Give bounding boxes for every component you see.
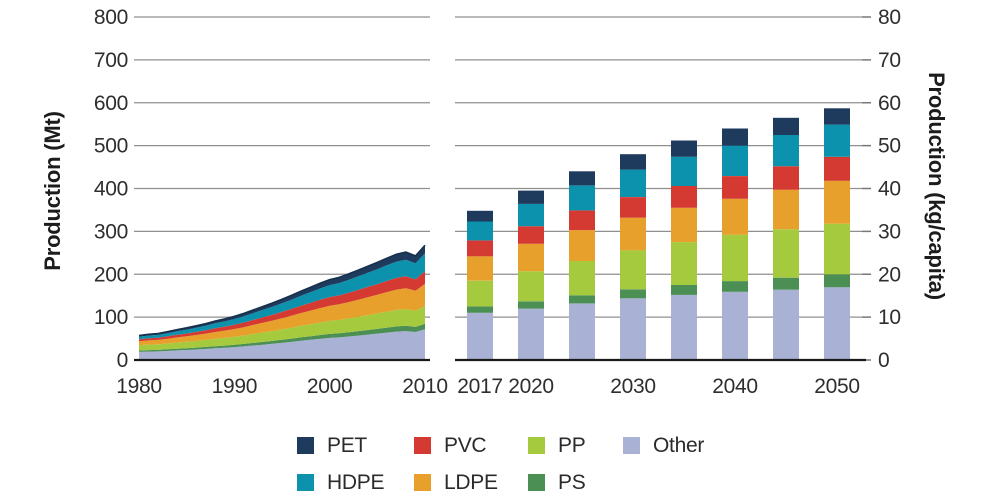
x-tick-label-2020: 2020 [508,375,554,398]
bar-2025-segment-pvc [569,210,595,231]
bar-2025-segment-pet [569,171,595,186]
left-axis-tick-label-800: 800 [94,6,128,29]
bar-2040-segment-pvc [722,176,748,199]
bar-2035-segment-other [671,294,697,360]
bar-2020-segment-ps [518,301,544,309]
bar-2040-segment-pet [722,128,748,146]
bar-2040-segment-ldpe [722,198,748,235]
bar-2045-segment-pp [773,229,799,278]
bar-2035-segment-hdpe [671,156,697,186]
bar-2050-segment-pp [824,223,850,275]
area-series-other [139,329,425,360]
bar-2035-segment-pp [671,242,697,285]
left-axis-tick-label-300: 300 [94,220,128,243]
left-axis-tick-label-500: 500 [94,135,128,158]
left-axis-tick-label-700: 700 [94,49,128,72]
bar-2045-segment-pet [773,117,799,135]
bar-2035-segment-ldpe [671,207,697,243]
x-tick-label-2040: 2040 [712,375,758,398]
x-tick-label-2010: 2010 [402,375,448,398]
area-series-ps [139,323,425,352]
bar-2020-segment-pp [518,271,544,302]
bar-2050-segment-other [824,287,850,360]
area-series-pvc [139,271,425,342]
bar-2020-segment-ldpe [518,243,544,272]
bar-2017-segment-pp [467,280,493,307]
bar-2020-segment-other [518,308,544,360]
right-axis-tick-label-50: 50 [878,135,901,158]
bar-2045-segment-ps [773,277,799,290]
bar-2030-segment-hdpe [620,169,646,197]
bar-2030-segment-ps [620,289,646,299]
bar-2050-segment-hdpe [824,124,850,157]
bar-2040-segment-hdpe [722,145,748,176]
bar-2025-segment-ldpe [569,230,595,261]
right-axis-tick-label-20: 20 [878,263,901,286]
x-tick-label-2030: 2030 [610,375,656,398]
x-tick-label-2017: 2017 [457,375,503,398]
bar-2040-segment-pp [722,234,748,282]
bar-2025-segment-ps [569,295,595,304]
bar-2020-segment-hdpe [518,203,544,227]
bar-2030-segment-pvc [620,197,646,218]
bar-2020-segment-pet [518,190,544,204]
grid-layer [134,16,862,318]
bar-2017-segment-hdpe [467,221,493,241]
data-layer [138,108,850,360]
bar-2050-segment-ldpe [824,180,850,224]
bar-2035-segment-ps [671,285,697,295]
x-tick-label-2000: 2000 [307,375,353,398]
bar-2050-segment-ps [824,274,850,288]
bar-2020-segment-pvc [518,226,544,244]
bar-2025-segment-pp [569,261,595,296]
right-axis-tick-label-60: 60 [878,92,901,115]
axis-layer: 0 0 100 10 200 20 300 30 400 40 500 50 600 60 700 70 800… [94,6,901,398]
right-axis-tick-label-30: 30 [878,220,901,243]
bar-2030-segment-other [620,298,646,360]
left-axis-title: Production (Mt) [40,111,65,271]
bar-2035-segment-pvc [671,185,697,208]
right-axis-tick-label-10: 10 [878,306,901,329]
bar-2017-segment-other [467,312,493,360]
x-tick-label-1980: 1980 [116,375,162,398]
bar-2017-segment-pvc [467,240,493,257]
left-axis-tick-label-100: 100 [94,306,128,329]
bar-2035-segment-pet [671,140,697,157]
bar-2025-segment-hdpe [569,185,595,211]
left-axis-tick-label-600: 600 [94,92,128,115]
area-series-ldpe [139,283,425,346]
bar-2017-segment-pet [467,210,493,222]
right-axis-title: Production (kg/capita) [924,72,949,300]
bar-2017-segment-ldpe [467,256,493,281]
right-axis-tick-label-80: 80 [878,6,901,29]
area-series-hdpe [139,253,425,340]
area-total-outline [138,244,426,337]
bar-2050-segment-pet [824,108,850,125]
x-tick-label-1990: 1990 [212,375,258,398]
bar-2030-segment-ldpe [620,217,646,251]
bar-2025-segment-other [569,303,595,360]
left-axis-tick-label-0: 0 [117,349,128,372]
bar-2045-segment-pvc [773,166,799,190]
bar-2045-segment-hdpe [773,134,799,167]
left-axis-tick-label-200: 200 [94,263,128,286]
right-axis-tick-label-40: 40 [878,178,901,201]
bar-2040-segment-ps [722,281,748,292]
x-tick-label-2050: 2050 [814,375,860,398]
bar-2017-segment-ps [467,306,493,313]
bar-2030-segment-pp [620,250,646,290]
bar-2050-segment-pvc [824,156,850,181]
left-axis-tick-label-400: 400 [94,178,128,201]
area-series-pp [139,306,425,351]
right-axis-tick-label-70: 70 [878,49,901,72]
right-axis-tick-label-0: 0 [878,349,889,372]
bar-2045-segment-ldpe [773,189,799,230]
bar-2045-segment-other [773,289,799,360]
bar-2040-segment-other [722,291,748,360]
bar-2030-segment-pet [620,154,646,170]
